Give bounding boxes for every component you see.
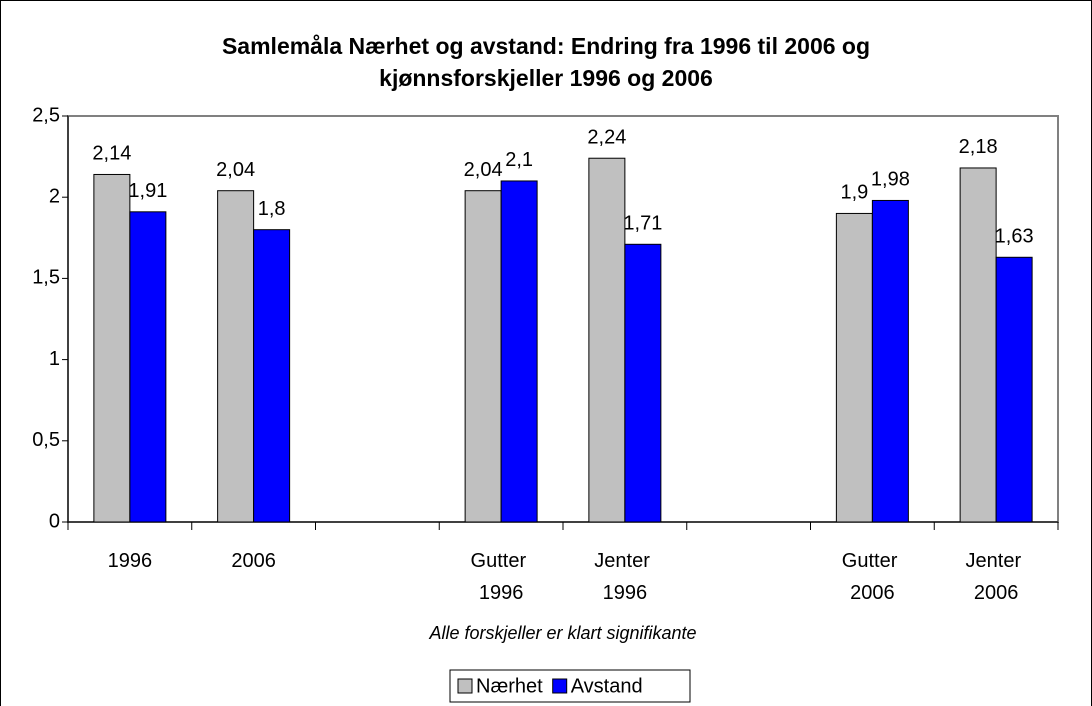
x-tick-label: Jenter 1996 bbox=[594, 550, 655, 604]
y-tick-label: 0 bbox=[49, 510, 60, 532]
value-label: 1,98 bbox=[871, 169, 910, 191]
bar bbox=[253, 229, 291, 523]
legend-label: Nærhet bbox=[476, 675, 543, 697]
value-label: 1,71 bbox=[623, 213, 662, 235]
legend-box bbox=[449, 669, 691, 703]
y-tick-label: 1,5 bbox=[32, 267, 60, 289]
bar bbox=[835, 212, 873, 523]
value-label: 2,04 bbox=[464, 159, 503, 181]
x-tick-label: 2006 bbox=[231, 550, 276, 572]
value-label: 2,18 bbox=[959, 136, 998, 158]
legend-label: Avstand bbox=[571, 675, 643, 697]
annotation: Alle forskjeller er klart signifikante bbox=[428, 623, 696, 643]
legend-swatch bbox=[457, 678, 473, 694]
legend-swatch bbox=[552, 678, 568, 694]
bar bbox=[129, 211, 167, 523]
bar bbox=[93, 173, 131, 523]
y-tick-label: 2,5 bbox=[32, 104, 60, 126]
y-tick-label: 0,5 bbox=[32, 429, 60, 451]
value-label: 1,91 bbox=[128, 180, 167, 202]
value-label: 2,1 bbox=[505, 149, 533, 171]
bar bbox=[959, 167, 997, 523]
value-label: 1,8 bbox=[258, 198, 286, 220]
value-label: 2,24 bbox=[587, 127, 626, 149]
value-label: 2,04 bbox=[216, 159, 255, 181]
bar bbox=[500, 180, 538, 523]
x-tick-label: Gutter 1996 bbox=[471, 550, 532, 604]
value-label: 1,63 bbox=[995, 226, 1034, 248]
bar bbox=[871, 199, 909, 523]
bar bbox=[588, 157, 626, 523]
value-label: 1,9 bbox=[840, 182, 868, 204]
x-tick-label: Jenter 2006 bbox=[966, 550, 1027, 604]
bar bbox=[624, 243, 662, 523]
x-tick-label: Gutter 2006 bbox=[842, 550, 903, 604]
bar bbox=[995, 256, 1033, 523]
y-tick-label: 1 bbox=[49, 348, 60, 370]
bar bbox=[217, 190, 255, 523]
chart-title: Samlemåla Nærhet og avstand: Endring fra… bbox=[222, 33, 870, 59]
y-tick-label: 2 bbox=[49, 185, 60, 207]
x-tick-label: 1996 bbox=[108, 550, 153, 572]
chart-title: kjønnsforskjeller 1996 og 2006 bbox=[379, 65, 713, 91]
value-label: 2,14 bbox=[92, 143, 131, 165]
bar bbox=[464, 190, 502, 523]
